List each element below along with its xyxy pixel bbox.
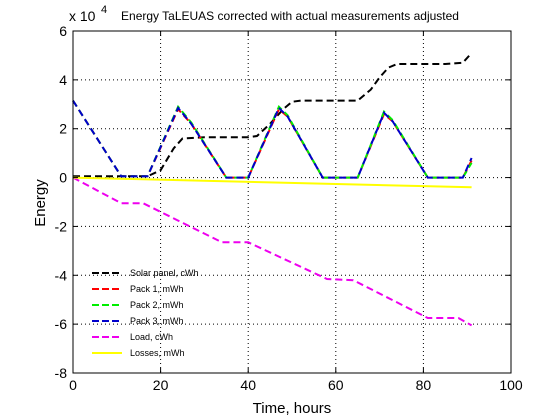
x-tick-label: 100 xyxy=(499,377,523,393)
x-tick-label: 0 xyxy=(69,377,77,393)
x-tick-label: 20 xyxy=(153,377,169,393)
series-line-solar-panel xyxy=(73,52,473,178)
y-tick-label: -8 xyxy=(55,365,68,381)
legend-label: Solar panel, cWh xyxy=(130,268,199,278)
y-multiplier-label: x 10 xyxy=(69,8,96,24)
x-tick-label: 80 xyxy=(416,377,432,393)
series-line-load xyxy=(72,176,473,327)
x-axis-title: Time, hours xyxy=(253,400,332,417)
series-line-losses xyxy=(72,176,472,189)
x-tick-label: 40 xyxy=(240,377,256,393)
legend-label: Losses, mWh xyxy=(130,348,185,358)
grid xyxy=(73,31,511,373)
legend-label: Pack 1, mWh xyxy=(130,284,184,294)
legend-label: Pack 2, mWh xyxy=(130,300,184,310)
y-multiplier-exponent: 4 xyxy=(101,4,107,16)
y-tick-label: -4 xyxy=(55,267,68,283)
chart-title: Energy TaLEUAS corrected with actual mea… xyxy=(121,9,459,23)
series-lines xyxy=(72,52,473,327)
y-tick-label: 0 xyxy=(59,170,67,186)
y-tick-label: -6 xyxy=(55,316,68,332)
ticks: 0 20 40 60 80 100 -8 -6 -4 -2 0 2 4 6 xyxy=(55,23,523,393)
series-line-pack-2 xyxy=(72,100,473,179)
y-tick-label: 4 xyxy=(59,72,67,88)
y-axis-title: Energy xyxy=(32,179,49,227)
y-tick-label: -2 xyxy=(55,218,68,234)
series-line-pack-3 xyxy=(72,100,473,179)
y-tick-label: 2 xyxy=(59,121,67,137)
series-line-pack-1 xyxy=(72,100,473,179)
x-tick-label: 60 xyxy=(328,377,344,393)
y-tick-label: 6 xyxy=(59,23,67,39)
legend: Solar panel, cWh Pack 1, mWh Pack 2, mWh Pa… xyxy=(92,268,199,358)
legend-label: Pack 3, mWh xyxy=(130,316,184,326)
legend-label: Load, cWh xyxy=(130,332,173,342)
plot-frame xyxy=(72,30,512,374)
